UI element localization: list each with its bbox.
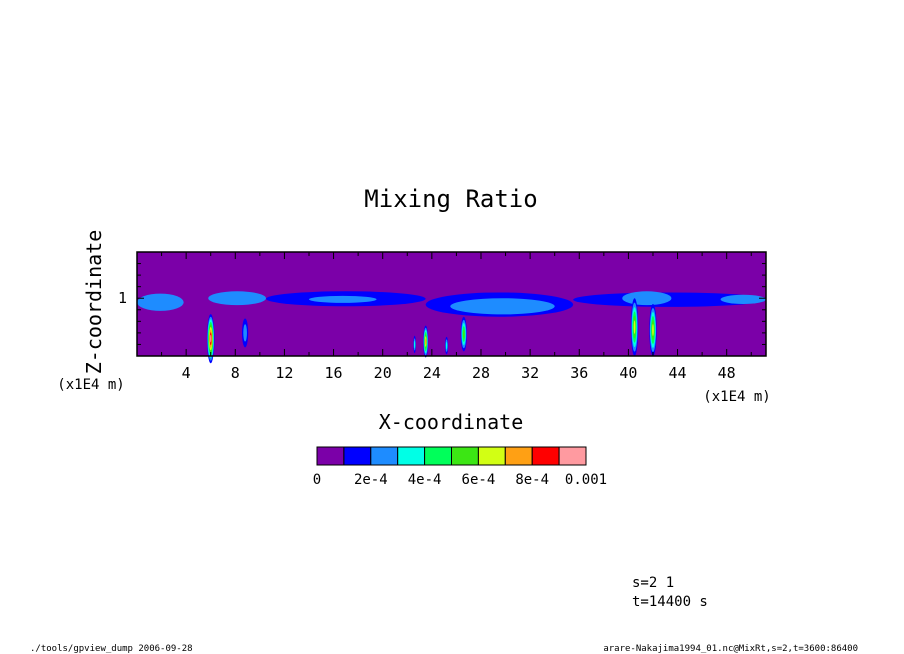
colorbar: 0 2e-4 4e-4 6e-4 8e-4 0.001 — [313, 446, 607, 488]
x-tick-label: 12 — [275, 364, 293, 382]
colorbar-label: 0 — [313, 472, 321, 488]
cloud-cell-contour — [425, 338, 427, 345]
cloud-layer-band — [450, 298, 555, 315]
cloud-cell-contour — [633, 320, 636, 334]
colorbar-swatch — [558, 446, 587, 466]
cloud-cell-contour — [445, 341, 448, 350]
x-tick-label: 36 — [570, 364, 588, 382]
cloud-cell-contour — [210, 334, 212, 343]
y-axis-unit: (x1E4 m) — [57, 377, 124, 393]
x-tick-label: 24 — [423, 364, 441, 382]
colorbar-swatch — [451, 446, 479, 466]
x-tick-label: 40 — [619, 364, 637, 382]
chart-title: Mixing Ratio — [364, 185, 537, 213]
coord-info-s: s=2 1 — [632, 575, 674, 591]
x-tick-label: 8 — [231, 364, 240, 382]
mixing-ratio-field — [137, 252, 766, 364]
cloud-cell-contour — [414, 340, 416, 349]
colorbar-label: 8e-4 — [515, 472, 549, 488]
y-tick-label: 1 — [118, 289, 127, 307]
colorbar-label: 2e-4 — [354, 472, 388, 488]
x-axis-unit: (x1E4 m) — [703, 389, 770, 405]
colorbar-swatch — [531, 446, 560, 466]
coord-info-t: t=14400 s — [632, 594, 708, 610]
cloud-cell-contour — [652, 324, 654, 336]
plot-frame — [136, 251, 767, 357]
colorbar-swatch — [343, 446, 372, 466]
colorbar-swatch — [316, 446, 345, 466]
cloud-layer-band — [720, 294, 766, 304]
x-tick-label: 44 — [669, 364, 687, 382]
x-tick-label: 48 — [718, 364, 736, 382]
colorbar-swatch — [370, 446, 399, 466]
x-tick-label: 20 — [374, 364, 392, 382]
colorbar-swatch — [504, 446, 533, 466]
cloud-layer-band — [208, 291, 266, 306]
x-tick-label: 28 — [472, 364, 490, 382]
colorbar-swatch — [397, 446, 426, 466]
cloud-cell-contour — [243, 324, 247, 342]
cloud-layer-band — [308, 295, 377, 303]
colorbar-label: 6e-4 — [462, 472, 496, 488]
x-tick-label: 16 — [325, 364, 343, 382]
x-tick-label: 4 — [182, 364, 191, 382]
y-axis-label: Z-coordinate — [82, 230, 106, 375]
colorbar-label: 0.001 — [565, 472, 607, 488]
colorbar-swatch — [477, 446, 506, 466]
footer-left-info: ./tools/gpview_dump 2006-09-28 — [30, 644, 193, 654]
footer-right-info: arare-Nakajima1994_01.nc@MixRt,s=2,t=360… — [603, 644, 858, 654]
cloud-cell-contour — [462, 329, 465, 339]
colorbar-swatch — [424, 446, 453, 466]
cloud-layer-band — [622, 291, 672, 306]
cloud-layer-band — [137, 293, 184, 311]
x-axis-label: X-coordinate — [379, 410, 524, 434]
x-axis-ticks: 4 8 12 16 20 24 28 32 36 40 44 48 — [161, 252, 752, 382]
colorbar-label: 4e-4 — [408, 472, 442, 488]
x-tick-label: 32 — [521, 364, 539, 382]
